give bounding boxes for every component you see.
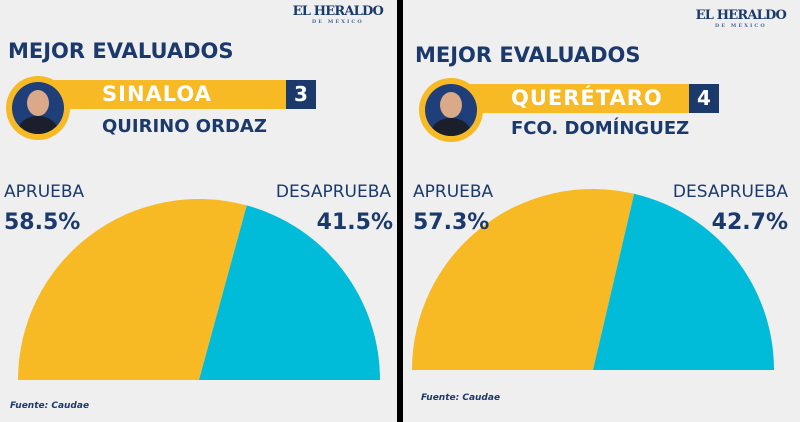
source-note: Fuente: Caudae <box>421 393 501 403</box>
page-title: MEJOR EVALUADOS <box>8 39 234 63</box>
avatar <box>419 78 483 142</box>
logo-main: EL HERALDO <box>695 8 787 23</box>
rank-badge: 4 <box>689 84 719 113</box>
el-heraldo-logo: EL HERALDO DE MÉXICO <box>695 8 787 29</box>
source-note: Fuente: Caudae <box>10 401 90 411</box>
disapprove-label: DESAPRUEBA <box>672 182 788 202</box>
rank-badge: 3 <box>286 80 316 109</box>
approve-slice <box>412 188 635 370</box>
approve-value: 58.5% <box>4 210 81 235</box>
approve-slice <box>18 199 247 380</box>
logo-sub: DE MÉXICO <box>311 19 364 25</box>
avatar <box>6 76 70 140</box>
logo-sub: DE MÉXICO <box>714 23 767 29</box>
state-name: QUERÉTARO <box>511 86 663 110</box>
governor-name: QUIRINO ORDAZ <box>102 116 267 137</box>
state-band <box>50 80 286 109</box>
governor-name: FCO. DOMÍNGUEZ <box>511 118 690 139</box>
disapprove-slice <box>593 193 774 370</box>
page-title: MEJOR EVALUADOS <box>415 43 641 67</box>
approve-label: APRUEBA <box>4 182 85 202</box>
state-band <box>463 84 689 113</box>
disapprove-value: 42.7% <box>711 210 788 235</box>
disapprove-value: 41.5% <box>316 210 393 235</box>
half-pie-chart <box>412 188 774 370</box>
el-heraldo-logo: EL HERALDO DE MÉXICO <box>292 4 384 25</box>
disapprove-slice <box>199 205 380 380</box>
panel-sinaloa: EL HERALDO DE MÉXICO MEJOR EVALUADOS SINA… <box>0 0 397 422</box>
approve-label: APRUEBA <box>413 182 494 202</box>
disapprove-label: DESAPRUEBA <box>275 182 391 202</box>
logo-main: EL HERALDO <box>292 4 384 19</box>
half-pie-chart <box>18 199 380 380</box>
approve-value: 57.3% <box>413 210 490 235</box>
panel-queretaro: EL HERALDO DE MÉXICO MEJOR EVALUADOS QUER… <box>403 0 800 422</box>
state-name: SINALOA <box>102 82 212 106</box>
